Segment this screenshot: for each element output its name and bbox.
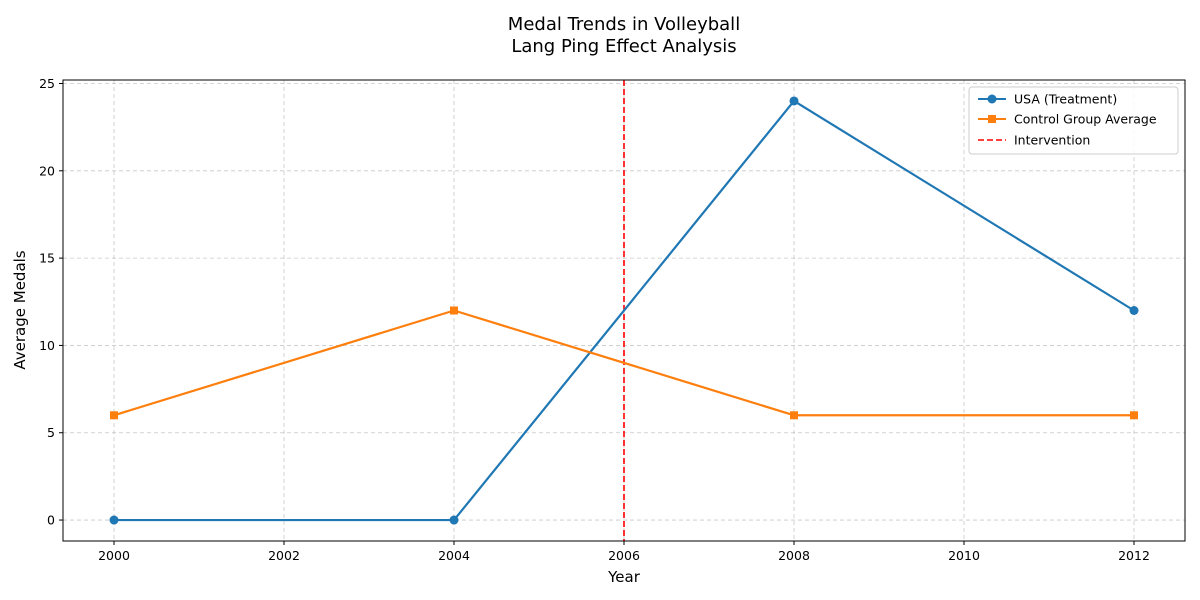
y-axis-title: Average Medals	[11, 250, 29, 369]
series-line	[113, 309, 1134, 417]
y-axis-ticks: 0 5 10 15 20 25	[39, 76, 63, 528]
data-point	[450, 306, 458, 315]
legend-label-intervention: Intervention	[1014, 133, 1090, 148]
data-point	[1130, 411, 1138, 420]
y-tick-label: 0	[47, 513, 55, 528]
series-0	[109, 96, 1139, 525]
data-point	[449, 515, 459, 525]
y-tick-label: 5	[47, 425, 55, 440]
x-tick-label: 2010	[948, 548, 980, 563]
x-tick-label: 2004	[438, 548, 470, 563]
x-tick-label: 2008	[778, 548, 810, 563]
y-tick-label: 10	[39, 338, 55, 353]
x-axis-title: Year	[607, 568, 641, 586]
x-tick-label: 2012	[1118, 548, 1150, 563]
legend-label-usa: USA (Treatment)	[1014, 92, 1117, 107]
legend-marker-control	[988, 115, 996, 123]
x-tick-label: 2002	[268, 548, 300, 563]
x-axis-ticks: 2000 2002 2004 2006 2008 2010 2012	[98, 541, 1150, 563]
series-line	[114, 99, 1135, 522]
chart-title-line-1: Medal Trends in Volleyball	[508, 14, 740, 35]
data-point	[789, 96, 799, 106]
series-1	[110, 306, 1138, 420]
chart-title-line-2: Lang Ping Effect Analysis	[511, 36, 736, 57]
y-tick-label: 15	[39, 251, 55, 266]
data-point	[109, 515, 119, 525]
y-tick-label: 25	[39, 76, 55, 91]
data-point	[1129, 306, 1139, 315]
y-tick-label: 20	[39, 163, 55, 178]
data-point	[790, 411, 798, 420]
series-layer	[109, 96, 1139, 525]
legend-marker-usa	[987, 94, 997, 104]
legend-box	[968, 86, 1179, 155]
legend: USA (Treatment) Control Group Average In…	[968, 86, 1179, 155]
legend-label-control: Control Group Average	[1014, 112, 1157, 127]
x-tick-label: 2000	[98, 548, 130, 563]
x-tick-label: 2006	[608, 548, 640, 563]
data-point	[110, 411, 118, 420]
